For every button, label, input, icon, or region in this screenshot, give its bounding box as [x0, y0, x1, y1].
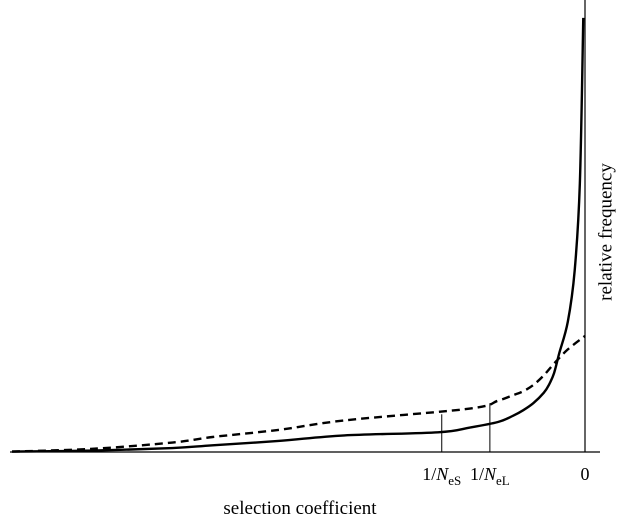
series-group [11, 17, 586, 453]
x-tick-label: 1/NeS [422, 464, 461, 488]
y-axis-label: relative frequency [595, 163, 616, 301]
axes-group [10, 0, 600, 453]
solid-series-line [11, 17, 585, 453]
x-tick-label: 0 [581, 464, 590, 484]
x-axis-label: selection coefficient [223, 498, 377, 519]
x-tick-label: 1/NeL [470, 464, 510, 488]
x-ticks-group: 1/NeS 1/NeL 0 [422, 464, 589, 488]
dashed-series-line [11, 335, 586, 453]
